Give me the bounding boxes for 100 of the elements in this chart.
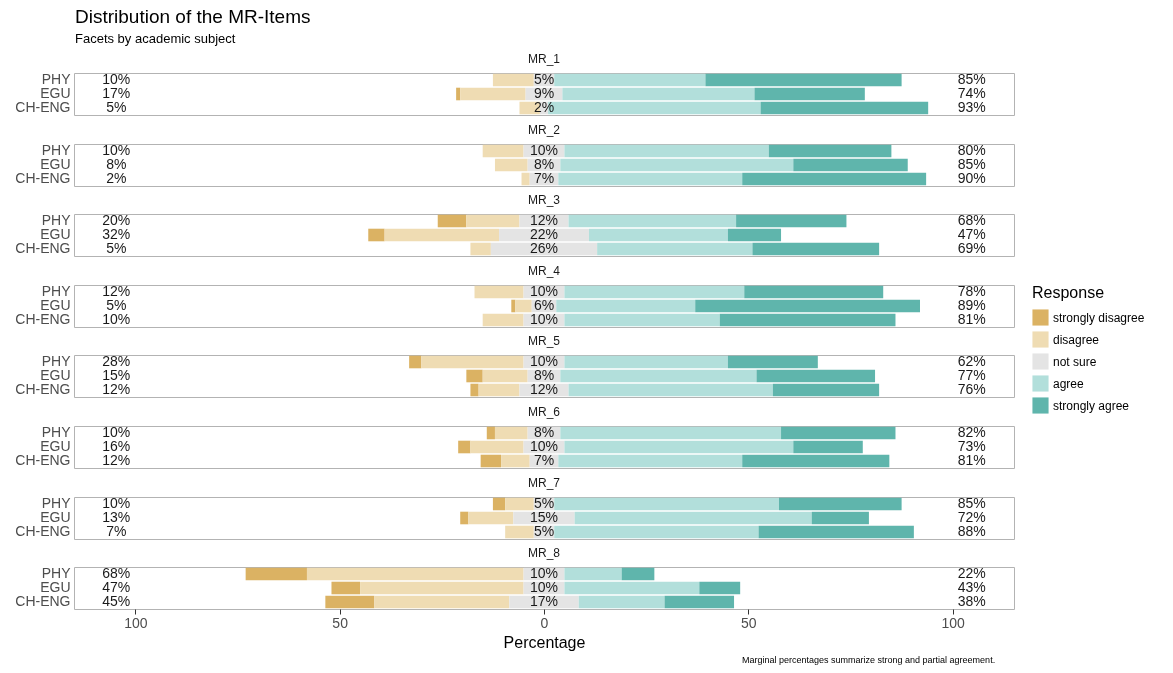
annotation: 93% — [957, 99, 986, 115]
annotation: 22% — [957, 565, 986, 582]
bar — [486, 426, 495, 440]
data-label: 7% — [533, 169, 555, 186]
bar — [470, 242, 491, 256]
bar — [588, 228, 728, 242]
annotation: 80% — [957, 141, 986, 158]
bar — [515, 299, 532, 313]
y-tick-label: CH-ENG — [15, 169, 71, 186]
bar — [494, 426, 528, 440]
bar — [621, 567, 655, 581]
legend-label: not sure — [1053, 354, 1097, 369]
bar — [768, 144, 892, 157]
annotation: 68% — [102, 565, 131, 582]
bar — [568, 384, 773, 397]
annotation: 10% — [102, 494, 131, 511]
bar — [470, 384, 479, 397]
bar — [564, 313, 720, 327]
bar — [478, 384, 520, 397]
data-label: 5% — [533, 71, 555, 87]
bar — [474, 285, 524, 299]
annotation: 38% — [957, 593, 986, 610]
y-tick-label: PHY — [41, 353, 72, 370]
bar — [554, 525, 759, 538]
bar — [562, 87, 755, 101]
bar — [564, 440, 794, 454]
annotation: 47% — [957, 226, 986, 243]
bar — [511, 299, 516, 313]
legend-label: agree — [1053, 376, 1085, 391]
chart-title: MR_8 — [527, 545, 561, 560]
y-tick-label: CH-ENG — [15, 522, 71, 539]
y-tick-label: CH-ENG — [15, 593, 71, 610]
y-tick-label: CH-ENG — [15, 99, 71, 115]
annotation: 7% — [106, 522, 127, 539]
bar — [306, 567, 524, 581]
bar — [482, 144, 524, 157]
annotation: 69% — [957, 240, 986, 257]
legend-label: disagree — [1053, 332, 1100, 347]
annotation: 8% — [106, 155, 127, 172]
annotation: 28% — [102, 353, 131, 370]
y-tick-label: EGU — [40, 579, 71, 596]
bar — [574, 511, 812, 524]
annotation: 12% — [102, 282, 131, 299]
bar — [501, 454, 530, 468]
bar — [597, 242, 753, 256]
bar — [564, 567, 622, 581]
y-tick-label: PHY — [41, 565, 72, 582]
bar — [368, 228, 385, 242]
y-tick-label: PHY — [41, 212, 72, 229]
y-tick-label: EGU — [40, 296, 71, 313]
chart-title: MR_7 — [527, 475, 561, 490]
chart-title: MR_2 — [527, 122, 561, 137]
annotation: 10% — [102, 310, 131, 327]
bar — [554, 497, 779, 510]
bar — [811, 511, 869, 524]
legend-label: strongly disagree — [1053, 310, 1145, 325]
annotation: 5% — [106, 296, 127, 313]
bar — [793, 158, 908, 171]
annotation: 68% — [957, 212, 986, 229]
data-label: 2% — [533, 99, 555, 115]
bar — [752, 242, 880, 256]
bar — [325, 595, 375, 609]
bar — [556, 299, 696, 313]
bar — [695, 299, 920, 313]
bar — [466, 370, 483, 383]
chart-title: MR_4 — [527, 263, 561, 278]
bar — [793, 440, 863, 454]
annotation: 90% — [957, 169, 986, 186]
annotation: 81% — [957, 452, 986, 468]
annotation: 20% — [102, 212, 131, 229]
bar — [456, 87, 461, 101]
annotation: 43% — [957, 579, 986, 596]
bar — [578, 595, 665, 609]
annotation: 12% — [102, 452, 131, 468]
data-label: 12% — [529, 212, 559, 229]
chart-title: MR_6 — [527, 404, 561, 419]
bar — [480, 454, 502, 468]
bar — [742, 172, 927, 185]
bar — [554, 73, 706, 87]
bar — [754, 87, 865, 101]
annotation: 15% — [102, 367, 131, 384]
data-label: 9% — [533, 85, 555, 101]
data-label: 10% — [529, 438, 559, 454]
y-tick-label: EGU — [40, 85, 71, 101]
bar — [756, 370, 876, 383]
bar — [482, 313, 524, 327]
bar — [374, 595, 510, 609]
annotation: 72% — [957, 508, 986, 525]
bar — [727, 356, 818, 369]
y-tick-label: PHY — [41, 282, 72, 299]
bar — [331, 581, 361, 595]
data-label: 17% — [529, 593, 559, 610]
bar — [460, 511, 469, 524]
bar — [560, 426, 782, 440]
annotation: 5% — [106, 240, 127, 257]
annotation: 78% — [957, 282, 986, 299]
x-tick-label: 0 — [540, 614, 549, 631]
bar — [564, 356, 728, 369]
data-label: 6% — [533, 296, 555, 313]
bar — [564, 144, 769, 157]
